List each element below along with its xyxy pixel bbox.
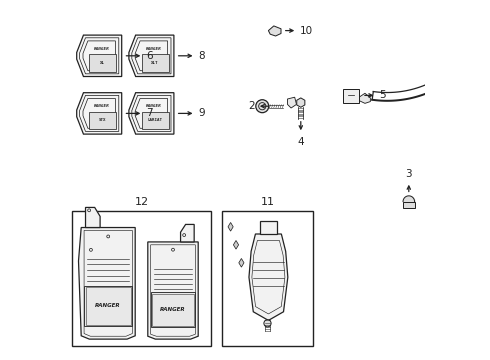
Polygon shape — [129, 35, 174, 77]
Polygon shape — [89, 112, 116, 129]
Text: RANGER: RANGER — [96, 303, 121, 308]
Bar — [152, 293, 194, 327]
Text: 10: 10 — [300, 26, 313, 36]
Text: LARIAT: LARIAT — [147, 118, 163, 122]
Polygon shape — [129, 93, 174, 134]
Polygon shape — [77, 93, 122, 134]
Text: 3: 3 — [406, 169, 412, 179]
Bar — [403, 202, 415, 208]
Polygon shape — [89, 54, 116, 72]
Text: 11: 11 — [261, 197, 274, 207]
Text: XLT: XLT — [151, 61, 159, 65]
Bar — [84, 285, 132, 326]
Text: RANGER: RANGER — [94, 104, 109, 108]
Polygon shape — [180, 224, 194, 242]
Bar — [221, 211, 314, 346]
Text: RANGER: RANGER — [146, 47, 162, 51]
Text: 9: 9 — [198, 108, 205, 118]
Polygon shape — [486, 26, 490, 32]
Polygon shape — [86, 207, 100, 228]
Text: 5: 5 — [379, 90, 386, 100]
Text: 2: 2 — [248, 101, 255, 111]
Text: STX: STX — [99, 118, 106, 122]
Text: RANGER: RANGER — [160, 307, 186, 312]
Text: RANGER: RANGER — [94, 47, 109, 51]
Circle shape — [264, 320, 271, 327]
Text: 4: 4 — [297, 137, 304, 147]
Polygon shape — [78, 228, 135, 339]
Bar — [343, 89, 359, 103]
Text: RANGER: RANGER — [146, 104, 162, 108]
Text: 12: 12 — [134, 197, 148, 207]
Bar — [86, 287, 130, 325]
Text: 6: 6 — [146, 51, 153, 61]
Polygon shape — [297, 98, 305, 107]
Polygon shape — [228, 222, 233, 231]
Text: 7: 7 — [146, 108, 153, 118]
Polygon shape — [142, 54, 169, 72]
Polygon shape — [148, 242, 198, 339]
Polygon shape — [288, 97, 296, 108]
Bar — [151, 292, 195, 328]
Polygon shape — [260, 221, 277, 234]
Polygon shape — [233, 240, 239, 249]
Text: XL: XL — [100, 61, 105, 65]
Polygon shape — [249, 234, 288, 320]
Polygon shape — [77, 35, 122, 77]
Polygon shape — [360, 93, 370, 103]
Bar — [72, 211, 211, 346]
Circle shape — [256, 100, 269, 113]
Text: 1: 1 — [0, 359, 1, 360]
Polygon shape — [142, 112, 169, 129]
Polygon shape — [269, 26, 281, 36]
Polygon shape — [239, 258, 244, 267]
Text: 8: 8 — [198, 51, 205, 61]
